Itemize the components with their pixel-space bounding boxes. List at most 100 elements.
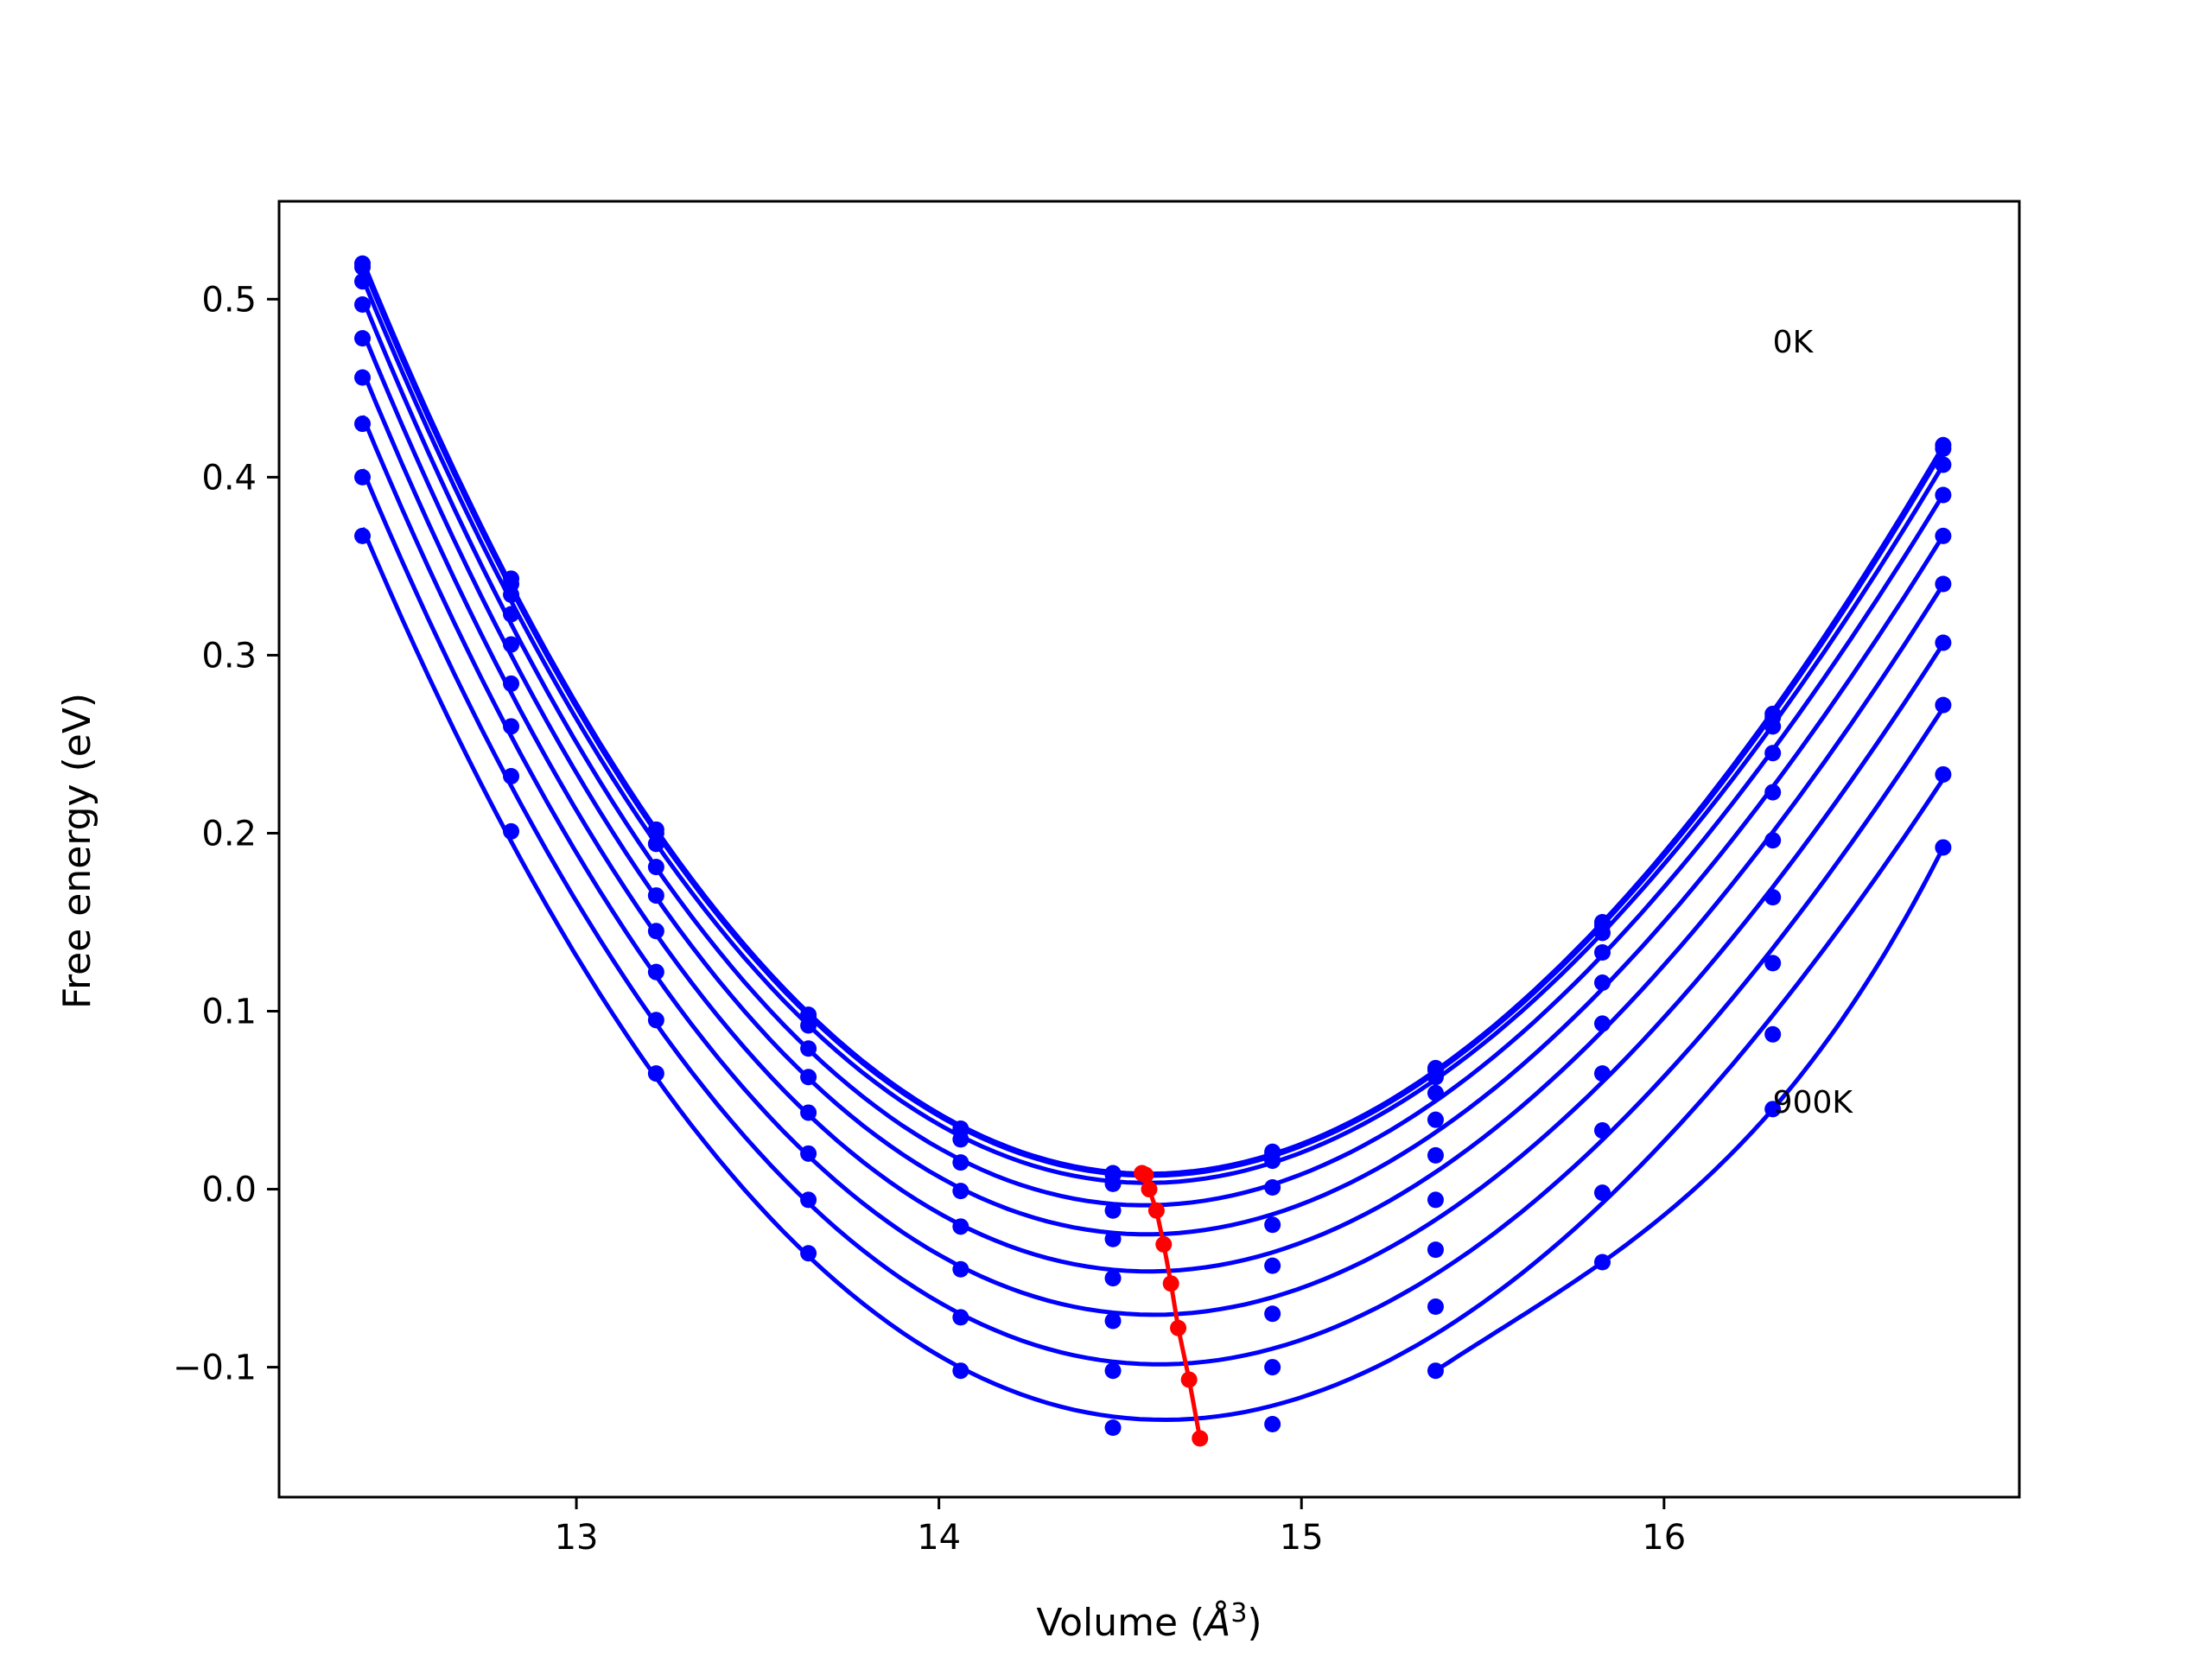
series-curve xyxy=(1434,846,1946,1373)
series-point xyxy=(503,822,520,840)
series-point xyxy=(800,1069,817,1086)
series-point xyxy=(1764,1025,1782,1043)
series-point xyxy=(1935,456,1952,473)
series-point xyxy=(1935,765,1952,783)
series-point xyxy=(354,468,372,486)
minimum-point xyxy=(1141,1181,1158,1198)
series-point xyxy=(952,1362,969,1380)
series-point xyxy=(354,330,372,347)
series-point xyxy=(1264,1152,1281,1170)
series-point xyxy=(503,586,520,603)
minimum-point xyxy=(1155,1235,1173,1253)
x-tick-label: 16 xyxy=(1642,1518,1686,1558)
annotations-layer: 0K 900K xyxy=(1773,325,1854,1120)
points-layer xyxy=(354,255,1952,1437)
series-point xyxy=(800,1040,817,1057)
series-point xyxy=(1264,1416,1281,1433)
annotation-label: 0K xyxy=(1773,325,1815,360)
series-curve xyxy=(360,468,1945,1367)
series-point xyxy=(800,1017,817,1034)
series-curve xyxy=(360,527,1945,1423)
series-point xyxy=(1764,745,1782,762)
series-point xyxy=(1935,634,1952,651)
series-point xyxy=(647,859,664,876)
x-axis-ticks: 13 14 15 16 xyxy=(555,1497,1686,1558)
series-point xyxy=(1593,1184,1611,1202)
series-point xyxy=(1427,1191,1444,1209)
series-point xyxy=(354,527,372,544)
series-point xyxy=(647,963,664,981)
x-tick-label: 14 xyxy=(917,1518,961,1558)
series-point xyxy=(503,768,520,785)
series-point xyxy=(1427,1298,1444,1316)
y-tick-label: −0.1 xyxy=(173,1349,257,1388)
series-point xyxy=(1593,944,1611,962)
minimum-point xyxy=(1147,1202,1165,1219)
series-point xyxy=(503,636,520,653)
series-point xyxy=(1264,1216,1281,1234)
series-point xyxy=(1264,1178,1281,1196)
minimum-path-layer xyxy=(1134,1165,1209,1447)
x-tick-label: 13 xyxy=(555,1518,599,1558)
series-point xyxy=(354,258,372,276)
series-point xyxy=(952,1131,969,1148)
series-curve xyxy=(360,259,1946,1177)
series-point xyxy=(1764,784,1782,801)
series-point xyxy=(1593,1065,1611,1082)
series-point xyxy=(1104,1270,1122,1287)
series-point xyxy=(1264,1257,1281,1274)
y-tick-label: 0.2 xyxy=(201,814,257,854)
series-point xyxy=(1935,696,1952,714)
series-point xyxy=(952,1309,969,1326)
series-point xyxy=(952,1154,969,1171)
series-point xyxy=(1764,832,1782,849)
minimum-point xyxy=(1180,1371,1198,1388)
series-curve xyxy=(360,276,1946,1185)
series-point xyxy=(1764,1101,1782,1118)
series-point xyxy=(354,416,372,433)
minimum-point xyxy=(1192,1430,1209,1447)
series-curve xyxy=(360,415,1945,1317)
series-point xyxy=(800,1104,817,1121)
series-point xyxy=(1935,440,1952,457)
series-curve xyxy=(360,330,1946,1237)
series-curve xyxy=(360,297,1946,1208)
y-tick-label: 0.4 xyxy=(201,458,257,498)
series-point xyxy=(1593,974,1611,992)
series-point xyxy=(354,296,372,314)
series-point xyxy=(1104,1362,1122,1380)
series-point xyxy=(1427,1146,1444,1164)
series-point xyxy=(354,369,372,386)
series-point xyxy=(647,923,664,940)
series-point xyxy=(1264,1305,1281,1323)
series-point xyxy=(1104,1202,1122,1219)
series-point xyxy=(952,1183,969,1200)
series-point xyxy=(1935,839,1952,856)
series-point xyxy=(354,273,372,290)
series-point xyxy=(1593,1015,1611,1032)
minimum-point xyxy=(1170,1319,1187,1336)
curves-layer xyxy=(360,259,1946,1423)
series-point xyxy=(1104,1312,1122,1330)
series-point xyxy=(1264,1359,1281,1376)
series-point xyxy=(1593,1254,1611,1271)
series-point xyxy=(1935,486,1952,504)
y-axis-ticks: −0.1 0.0 0.1 0.2 0.3 0.4 0.5 xyxy=(173,280,279,1388)
series-point xyxy=(1104,1175,1122,1192)
series-point xyxy=(503,606,520,623)
series-point xyxy=(1427,1069,1444,1086)
series-curve xyxy=(360,369,1946,1274)
series-point xyxy=(647,1012,664,1029)
plot-area-frame xyxy=(277,200,2021,1499)
series-point xyxy=(1935,527,1952,544)
series-point xyxy=(1935,575,1952,593)
minimum-point xyxy=(1137,1166,1154,1184)
series-point xyxy=(647,887,664,904)
series-point xyxy=(1104,1230,1122,1247)
series-point xyxy=(1764,889,1782,906)
y-tick-label: 0.3 xyxy=(201,636,257,676)
series-point xyxy=(1427,1111,1444,1128)
y-tick-label: 0.0 xyxy=(201,1171,257,1210)
